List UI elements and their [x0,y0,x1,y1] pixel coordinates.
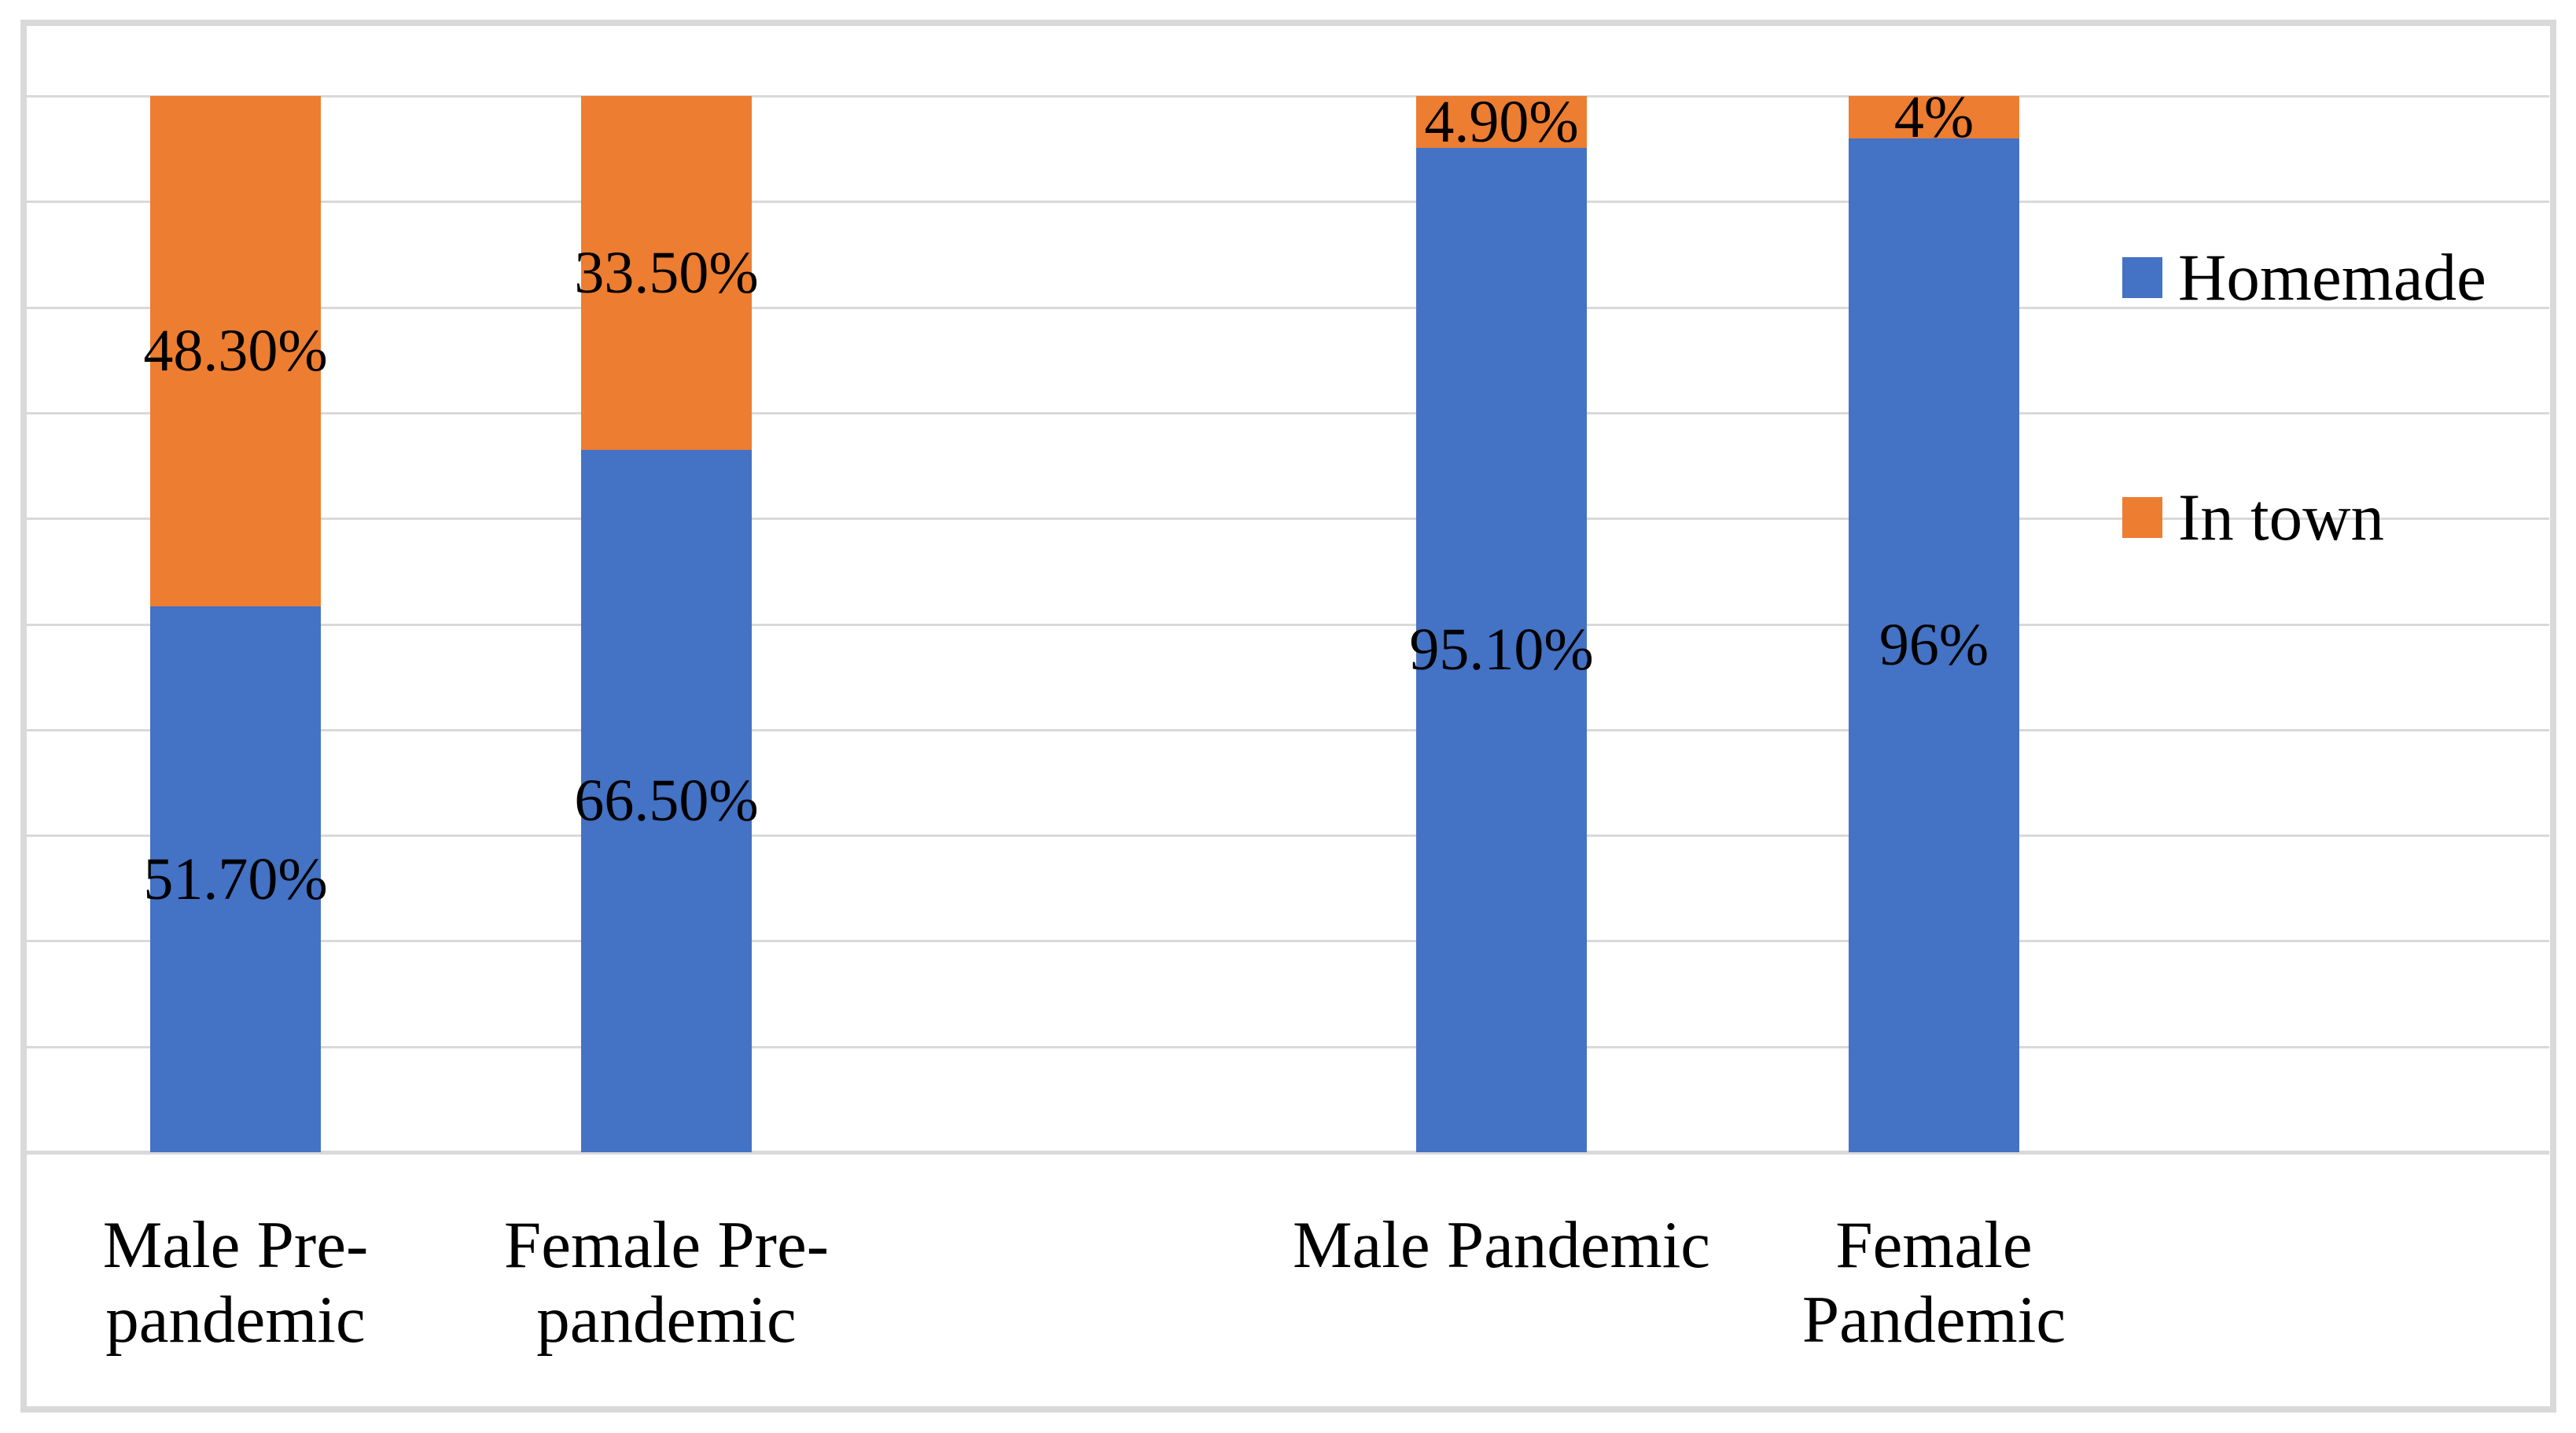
legend-swatch-homemade [2122,257,2162,298]
category-label: Male Pre-pandemic [0,1208,535,1357]
bar-segment-homemade [1416,147,1587,1152]
category-label-line: pandemic [536,1283,797,1357]
category-label: Female Pandemic [1636,1208,2233,1357]
bar-segment-in-town [150,96,321,606]
category-label-line: Pandemic [1801,1283,2066,1357]
gridline [27,834,2549,838]
data-label-homemade: 95.10% [1409,617,1594,683]
data-label-in-town: 4.90% [1424,88,1579,155]
gridline [27,95,2549,98]
category-label-line: pandemic [105,1283,366,1357]
data-label-homemade: 66.50% [574,768,759,834]
data-label-in-town: 4% [1893,83,1974,150]
gridline [27,1045,2549,1048]
legend-swatch-in-town [2122,497,2162,538]
category-label-line: Female [1835,1208,2033,1282]
category-label-line: Male Pre- [102,1208,369,1282]
gridline [27,411,2549,414]
bar-segment-homemade [581,449,752,1152]
gridline [27,518,2549,521]
legend-item-homemade: Homemade [2122,241,2486,315]
gridline [27,306,2549,309]
data-label-homemade: 51.70% [143,845,328,912]
data-label-in-town: 48.30% [143,318,328,385]
bar-segment-in-town [1849,96,2019,138]
bar-segment-in-town [581,96,752,450]
legend-item-in-town: In town [2122,481,2385,554]
gridline [27,201,2549,204]
category-label: Male Pandemic [1203,1208,1801,1283]
bar-segment-in-town [1416,96,1587,148]
gridline [27,940,2549,943]
legend-label: Homemade [2178,241,2486,315]
category-label-line: Female Pre- [503,1208,830,1282]
gridline [27,728,2549,731]
data-label-in-town: 33.50% [574,239,759,306]
category-label: Female Pre-pandemic [368,1208,966,1357]
bar-segment-homemade [150,606,321,1152]
gridline [27,623,2549,626]
category-label-line: Male Pandemic [1292,1208,1711,1282]
category-axis-line [27,1151,2549,1155]
chart-border [20,20,2556,1413]
bar-segment-homemade [1849,138,2019,1152]
legend-label: In town [2178,481,2385,554]
data-label-homemade: 96% [1879,612,1989,679]
